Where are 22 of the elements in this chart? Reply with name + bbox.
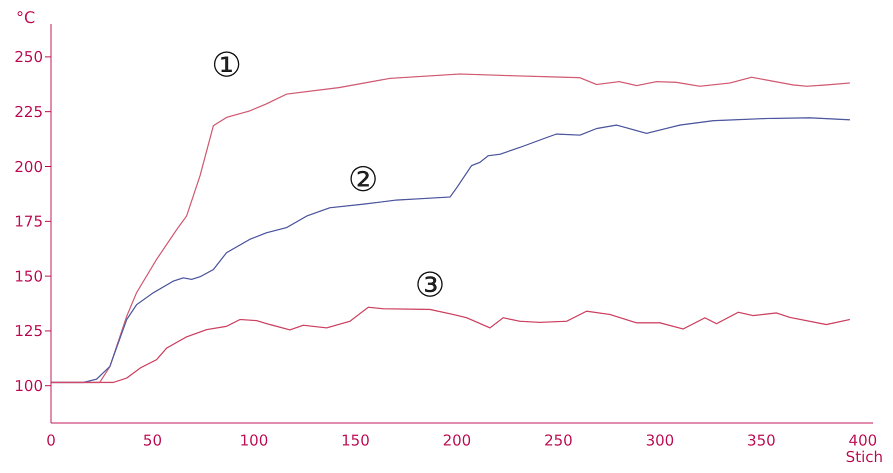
series-label: ② — [348, 160, 378, 200]
y-tick-label: 225 — [14, 103, 43, 122]
y-tick-label: 100 — [14, 377, 43, 396]
x-tick-label: 400 — [848, 432, 878, 450]
y-tick-label: 150 — [14, 267, 43, 286]
y-tick-label: 250 — [14, 48, 43, 66]
series-label: ① — [211, 45, 242, 86]
x-tick-label: 50 — [142, 432, 162, 450]
x-tick-label: 350 — [747, 432, 776, 450]
x-tick-label: 100 — [240, 432, 268, 450]
y-tick-label: 125 — [14, 322, 43, 340]
series-label: ③ — [414, 265, 446, 306]
y-tick-label: 200 — [14, 158, 43, 176]
x-tick-label: 250 — [544, 432, 573, 450]
y-tick-label: 175 — [14, 212, 43, 231]
x-tick-label: 150 — [341, 432, 370, 450]
line-series — [51, 306, 851, 384]
x-axis-title: Stich — [846, 448, 883, 466]
x-tick-label: 200 — [442, 432, 472, 450]
x-tick-label: 0 — [46, 432, 56, 450]
x-tick-label: 300 — [646, 432, 674, 450]
y-axis-title: °C — [16, 8, 36, 27]
